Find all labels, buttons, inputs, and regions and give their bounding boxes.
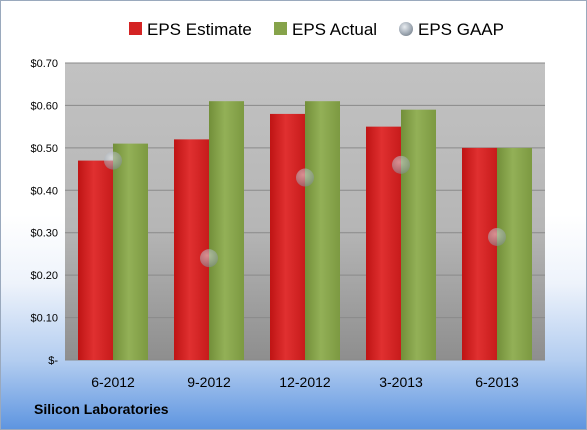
bar-eps-actual xyxy=(113,143,148,360)
marker-eps-gaap xyxy=(488,227,506,246)
y-tick-label: $0.30 xyxy=(30,228,58,240)
legend-swatch-eps-estimate xyxy=(129,22,142,35)
legend-swatch-eps-gaap xyxy=(399,22,413,36)
bar-eps-estimate xyxy=(270,113,305,361)
company-label: Silicon Laboratories xyxy=(34,401,169,417)
y-tick-label: $0.60 xyxy=(30,100,58,112)
x-tick-label: 6-2013 xyxy=(475,374,519,390)
y-tick-label: $0.70 xyxy=(30,58,58,70)
bar-eps-actual xyxy=(305,101,340,360)
gaap-markers xyxy=(104,151,506,268)
y-tick-label: $0.10 xyxy=(30,313,58,325)
marker-eps-gaap xyxy=(296,168,314,187)
legend-label-eps-gaap: EPS GAAP xyxy=(418,20,504,39)
legend-label-eps-estimate: EPS Estimate xyxy=(147,20,252,39)
x-tick-label: 3-2013 xyxy=(379,374,423,390)
marker-eps-gaap xyxy=(392,155,410,174)
x-axis: 6-2012 9-2012 12-2012 3-2013 6-2013 xyxy=(91,374,519,390)
bar-eps-actual xyxy=(497,147,532,360)
bars xyxy=(78,101,532,361)
legend: EPS Estimate EPS Actual EPS GAAP xyxy=(129,20,504,39)
y-tick-label: $0.50 xyxy=(30,143,58,155)
y-tick-label: $0.20 xyxy=(30,270,58,282)
bar-eps-estimate xyxy=(78,160,113,360)
y-tick-label: $- xyxy=(48,355,58,367)
bar-eps-actual xyxy=(209,101,244,360)
legend-swatch-eps-actual xyxy=(274,22,287,35)
bar-eps-estimate xyxy=(174,139,209,360)
y-axis: $- $0.10 $0.20 $0.30 $0.40 $0.50 $0.60 $0.70 xyxy=(30,58,58,367)
legend-label-eps-actual: EPS Actual xyxy=(292,20,377,39)
bar-eps-actual xyxy=(401,109,436,361)
x-tick-label: 6-2012 xyxy=(91,374,135,390)
x-tick-label: 12-2012 xyxy=(279,374,331,390)
marker-eps-gaap xyxy=(104,151,122,170)
y-tick-label: $0.40 xyxy=(30,185,58,197)
x-tick-label: 9-2012 xyxy=(187,374,231,390)
bar-eps-estimate xyxy=(462,147,497,360)
marker-eps-gaap xyxy=(200,249,218,268)
